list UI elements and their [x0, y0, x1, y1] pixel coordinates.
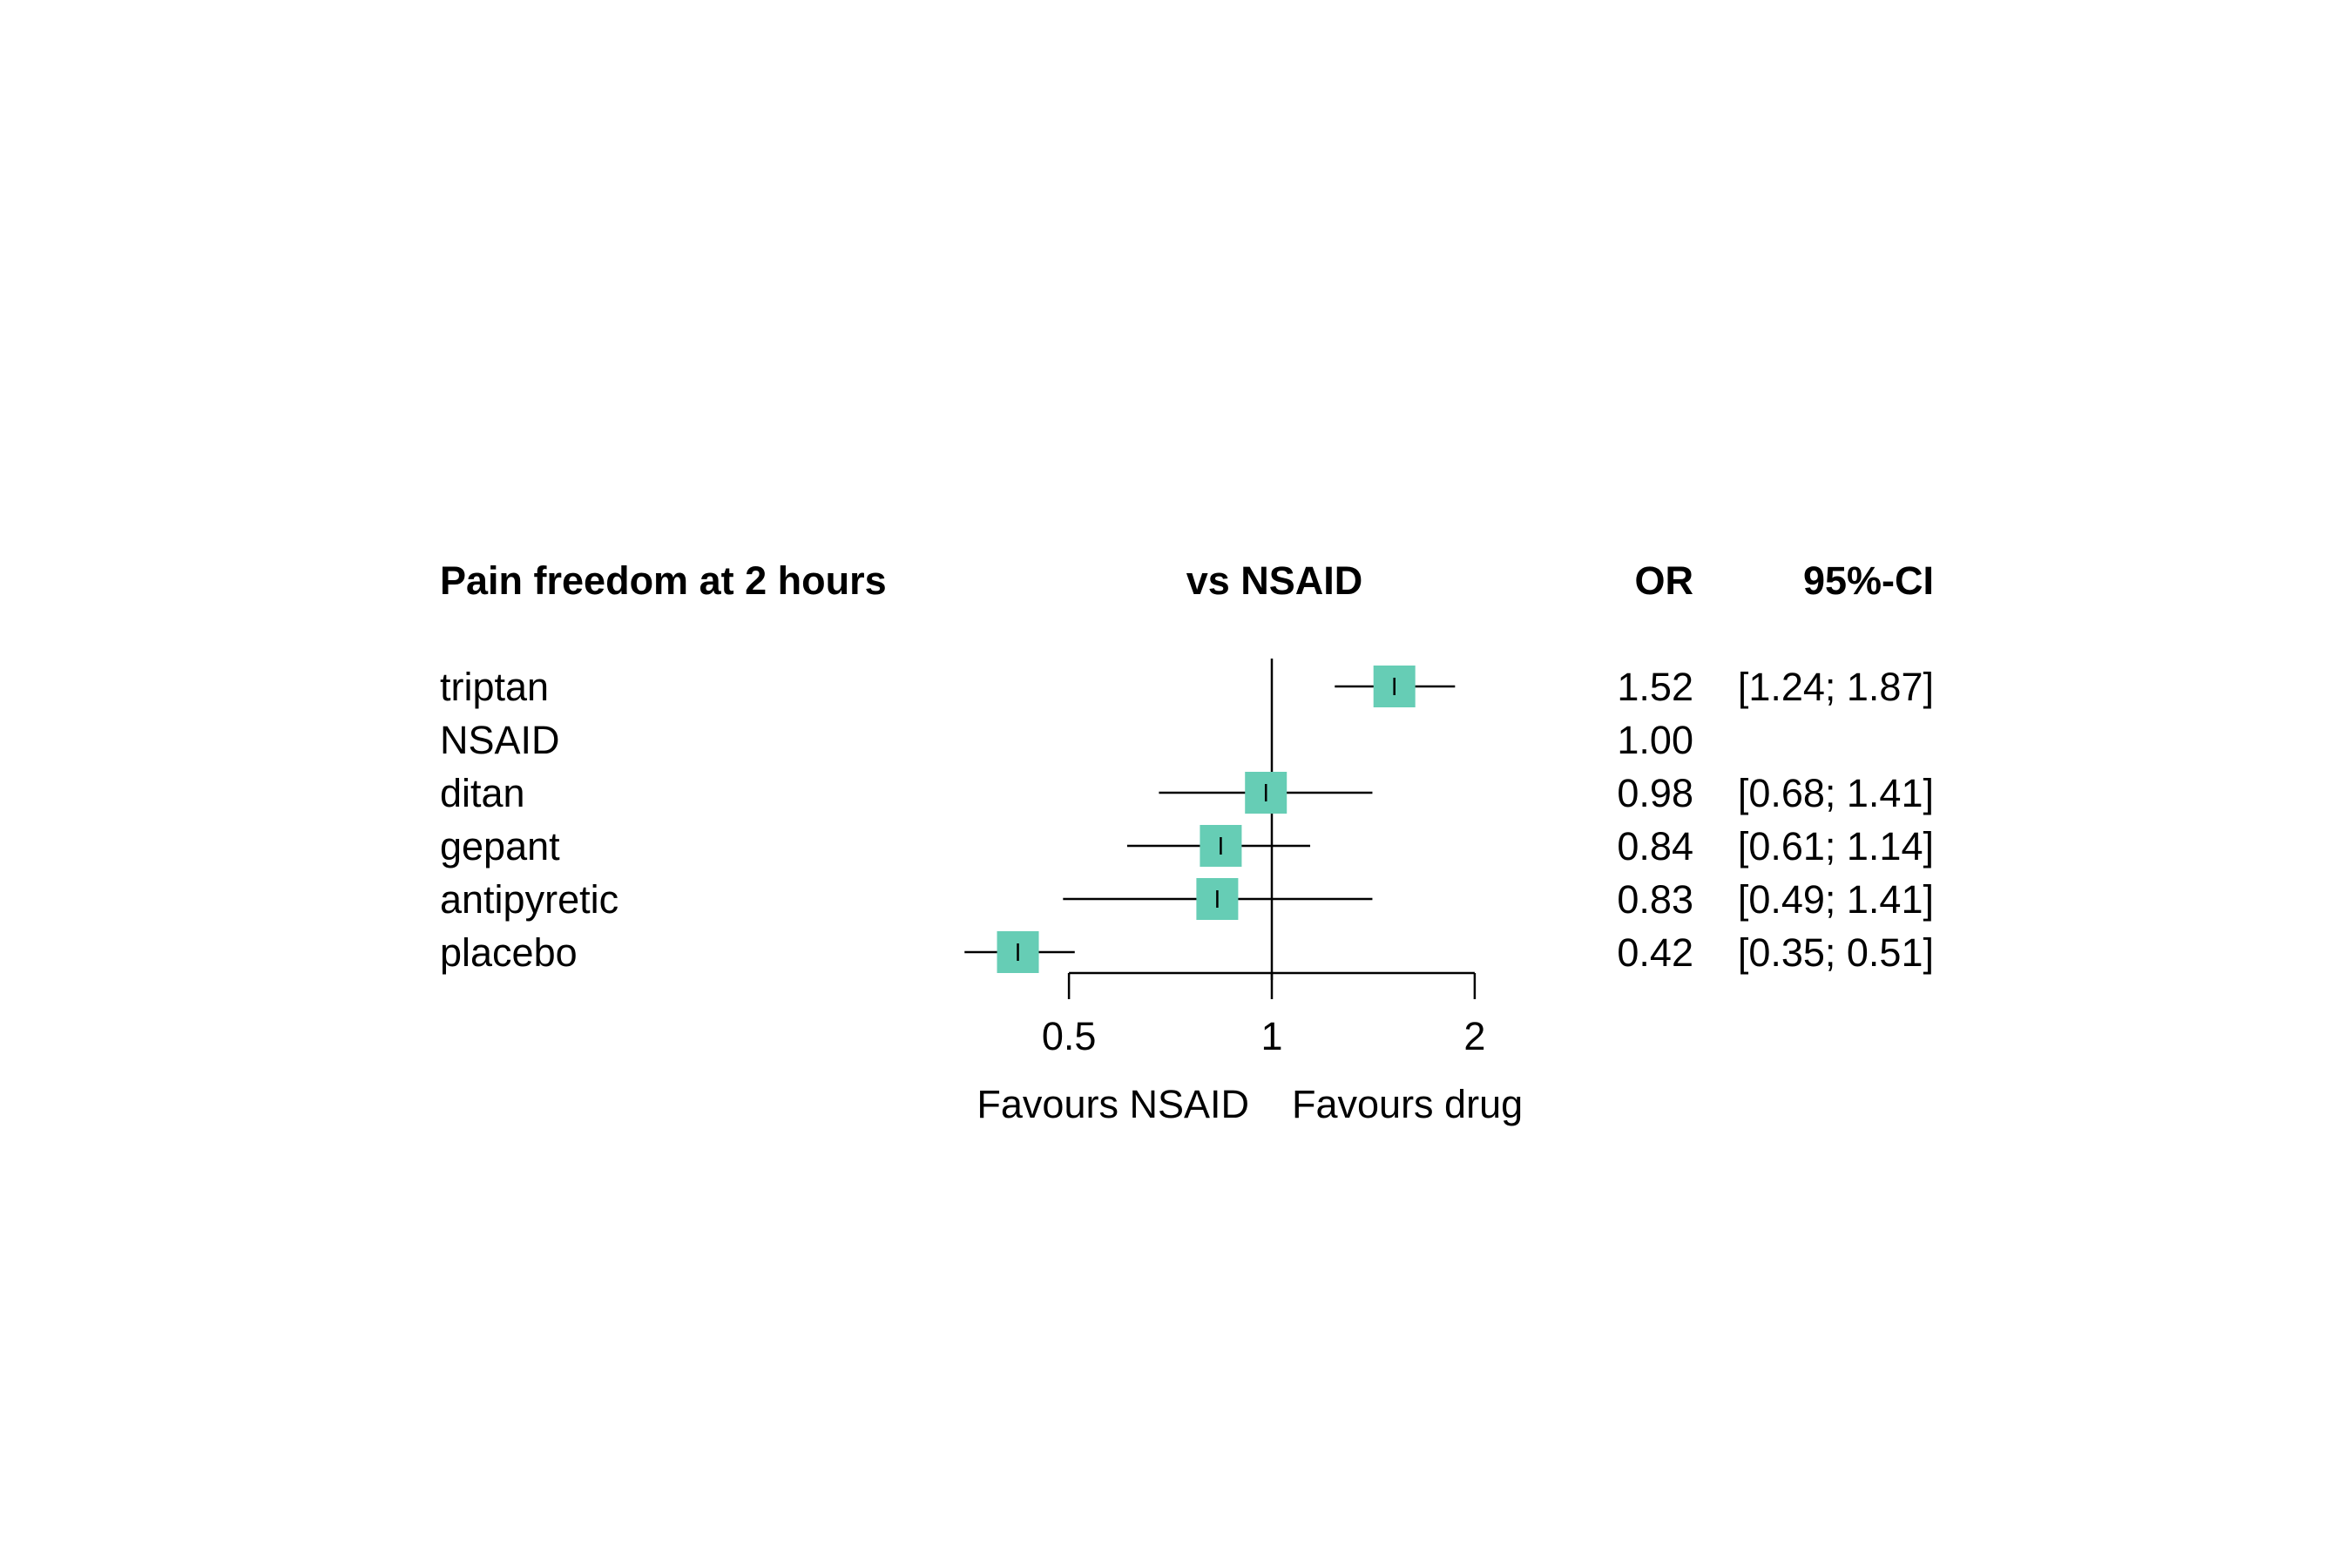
row-ci-value: [0.35; 0.51] — [1738, 930, 1934, 975]
row-label: placebo — [440, 930, 578, 975]
x-axis: 0.5 1 2 — [1042, 971, 1485, 1058]
row-label: ditan — [440, 771, 525, 815]
row-or-value: 1.52 — [1617, 665, 1693, 709]
row-or-value: 0.98 — [1617, 771, 1693, 815]
row-label: NSAID — [440, 718, 560, 762]
axis-tick-label: 2 — [1463, 1014, 1485, 1058]
row-or-value: 1.00 — [1617, 718, 1693, 762]
ci-column-header: 95%-CI — [1803, 558, 1934, 603]
row-or-value: 0.84 — [1617, 824, 1693, 868]
chart-title: Pain freedom at 2 hours — [440, 558, 887, 603]
plot-header: vs NSAID — [1186, 558, 1363, 603]
row-label: triptan — [440, 665, 549, 709]
row-or-value: 0.42 — [1617, 930, 1693, 975]
row-label: gepant — [440, 824, 560, 868]
study-rows: triptan 1.52 [1.24; 1.87] NSAID 1.00 ditan 0.9… — [440, 659, 1934, 980]
row-or-value: 0.83 — [1617, 877, 1693, 922]
favours-left-label: Favours NSAID — [977, 1082, 1249, 1126]
favours-right-label: Favours drug — [1292, 1082, 1523, 1126]
row-ci-value: [1.24; 1.87] — [1738, 665, 1934, 709]
axis-tick-label: 1 — [1260, 1014, 1282, 1058]
row-label: antipyretic — [440, 877, 618, 922]
row-ci-value: [0.61; 1.14] — [1738, 824, 1934, 868]
axis-tick-label: 0.5 — [1042, 1014, 1097, 1058]
or-column-header: OR — [1635, 558, 1694, 603]
row-ci-value: [0.49; 1.41] — [1738, 877, 1934, 922]
row-ci-value: [0.68; 1.41] — [1738, 771, 1934, 815]
